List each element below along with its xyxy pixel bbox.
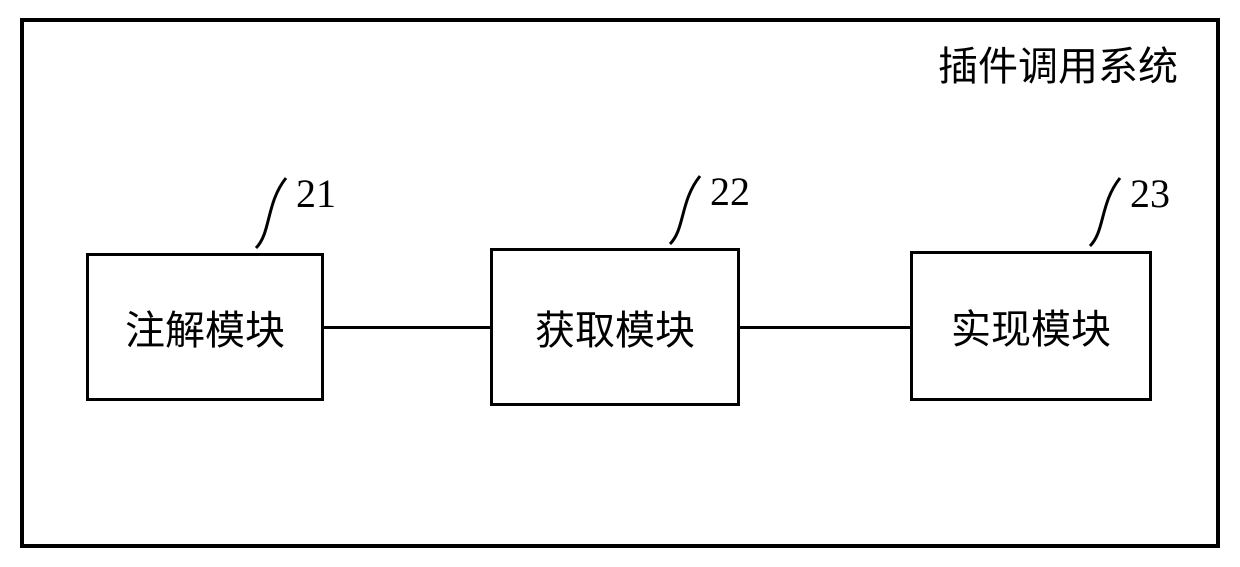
acquire-module-box: 获取模块 <box>490 248 740 406</box>
acquire-module-callout <box>670 176 710 256</box>
annotation-module-callout <box>256 178 296 258</box>
annotation-module-number: 21 <box>296 170 336 217</box>
implement-module-box: 实现模块 <box>910 251 1152 401</box>
annotation-module-label: 注解模块 <box>125 298 285 356</box>
connector-annotation-to-acquire <box>324 326 490 329</box>
acquire-module-label: 获取模块 <box>535 298 695 356</box>
implement-module-number: 23 <box>1130 170 1170 217</box>
diagram-canvas: 插件调用系统 注解模块 21 获取模块 22 实现模块 23 <box>0 0 1240 567</box>
annotation-module-box: 注解模块 <box>86 253 324 401</box>
system-title: 插件调用系统 <box>938 34 1178 92</box>
implement-module-label: 实现模块 <box>951 297 1111 355</box>
acquire-module-number: 22 <box>710 168 750 215</box>
connector-acquire-to-implement <box>740 326 910 329</box>
implement-module-callout <box>1090 178 1130 258</box>
